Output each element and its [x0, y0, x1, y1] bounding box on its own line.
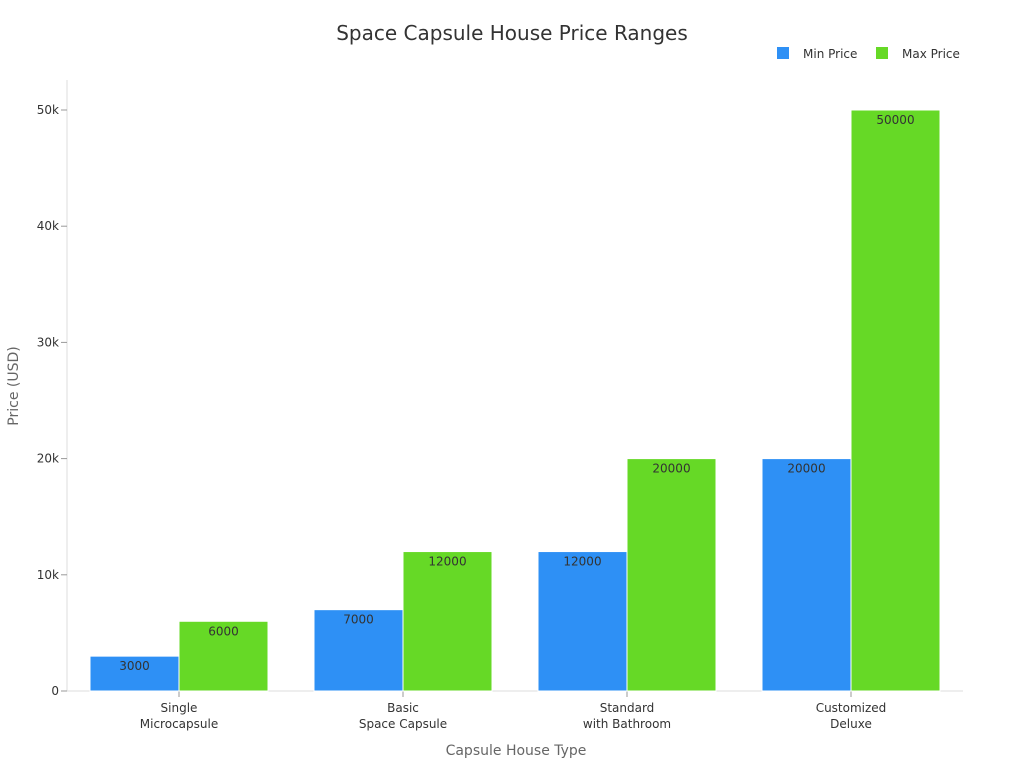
data-label: 20000	[787, 462, 825, 476]
x-tick-label: Basic Space Capsule	[359, 701, 447, 731]
legend-label[interactable]: Max Price	[902, 47, 960, 61]
y-tick-label: 20k	[37, 452, 59, 466]
data-label: 3000	[119, 659, 150, 673]
bar-max-price[interactable]	[850, 109, 941, 692]
bar-min-price[interactable]	[89, 655, 180, 692]
chart-title: Space Capsule House Price Ranges	[336, 21, 688, 45]
bar-min-price[interactable]	[313, 609, 404, 692]
data-label: 20000	[652, 462, 690, 476]
y-tick-label: 30k	[37, 335, 59, 349]
legend-label[interactable]: Min Price	[803, 47, 857, 61]
x-tick-label: Standard with Bathroom	[583, 701, 671, 731]
bar-max-price[interactable]	[178, 620, 269, 692]
y-tick-label: 50k	[37, 103, 59, 117]
x-tick-label: Customized Deluxe	[816, 701, 887, 731]
legend-swatch	[876, 47, 888, 59]
legend-swatch	[777, 47, 789, 59]
y-tick-label: 0	[51, 684, 59, 698]
y-axis-label: Price (USD)	[6, 346, 22, 425]
y-tick-label: 40k	[37, 219, 59, 233]
x-axis-label: Capsule House Type	[446, 743, 587, 759]
data-label: 50000	[876, 113, 914, 127]
y-tick-label: 10k	[37, 568, 59, 582]
data-label: 12000	[563, 555, 601, 569]
bar-max-price[interactable]	[626, 458, 717, 692]
data-label: 12000	[428, 555, 466, 569]
bar-max-price[interactable]	[402, 551, 493, 692]
bar-min-price[interactable]	[761, 458, 852, 692]
data-label: 7000	[343, 613, 374, 627]
x-tick-label: Single Microcapsule	[140, 701, 218, 731]
bar-min-price[interactable]	[537, 551, 628, 692]
data-label: 6000	[208, 624, 239, 638]
